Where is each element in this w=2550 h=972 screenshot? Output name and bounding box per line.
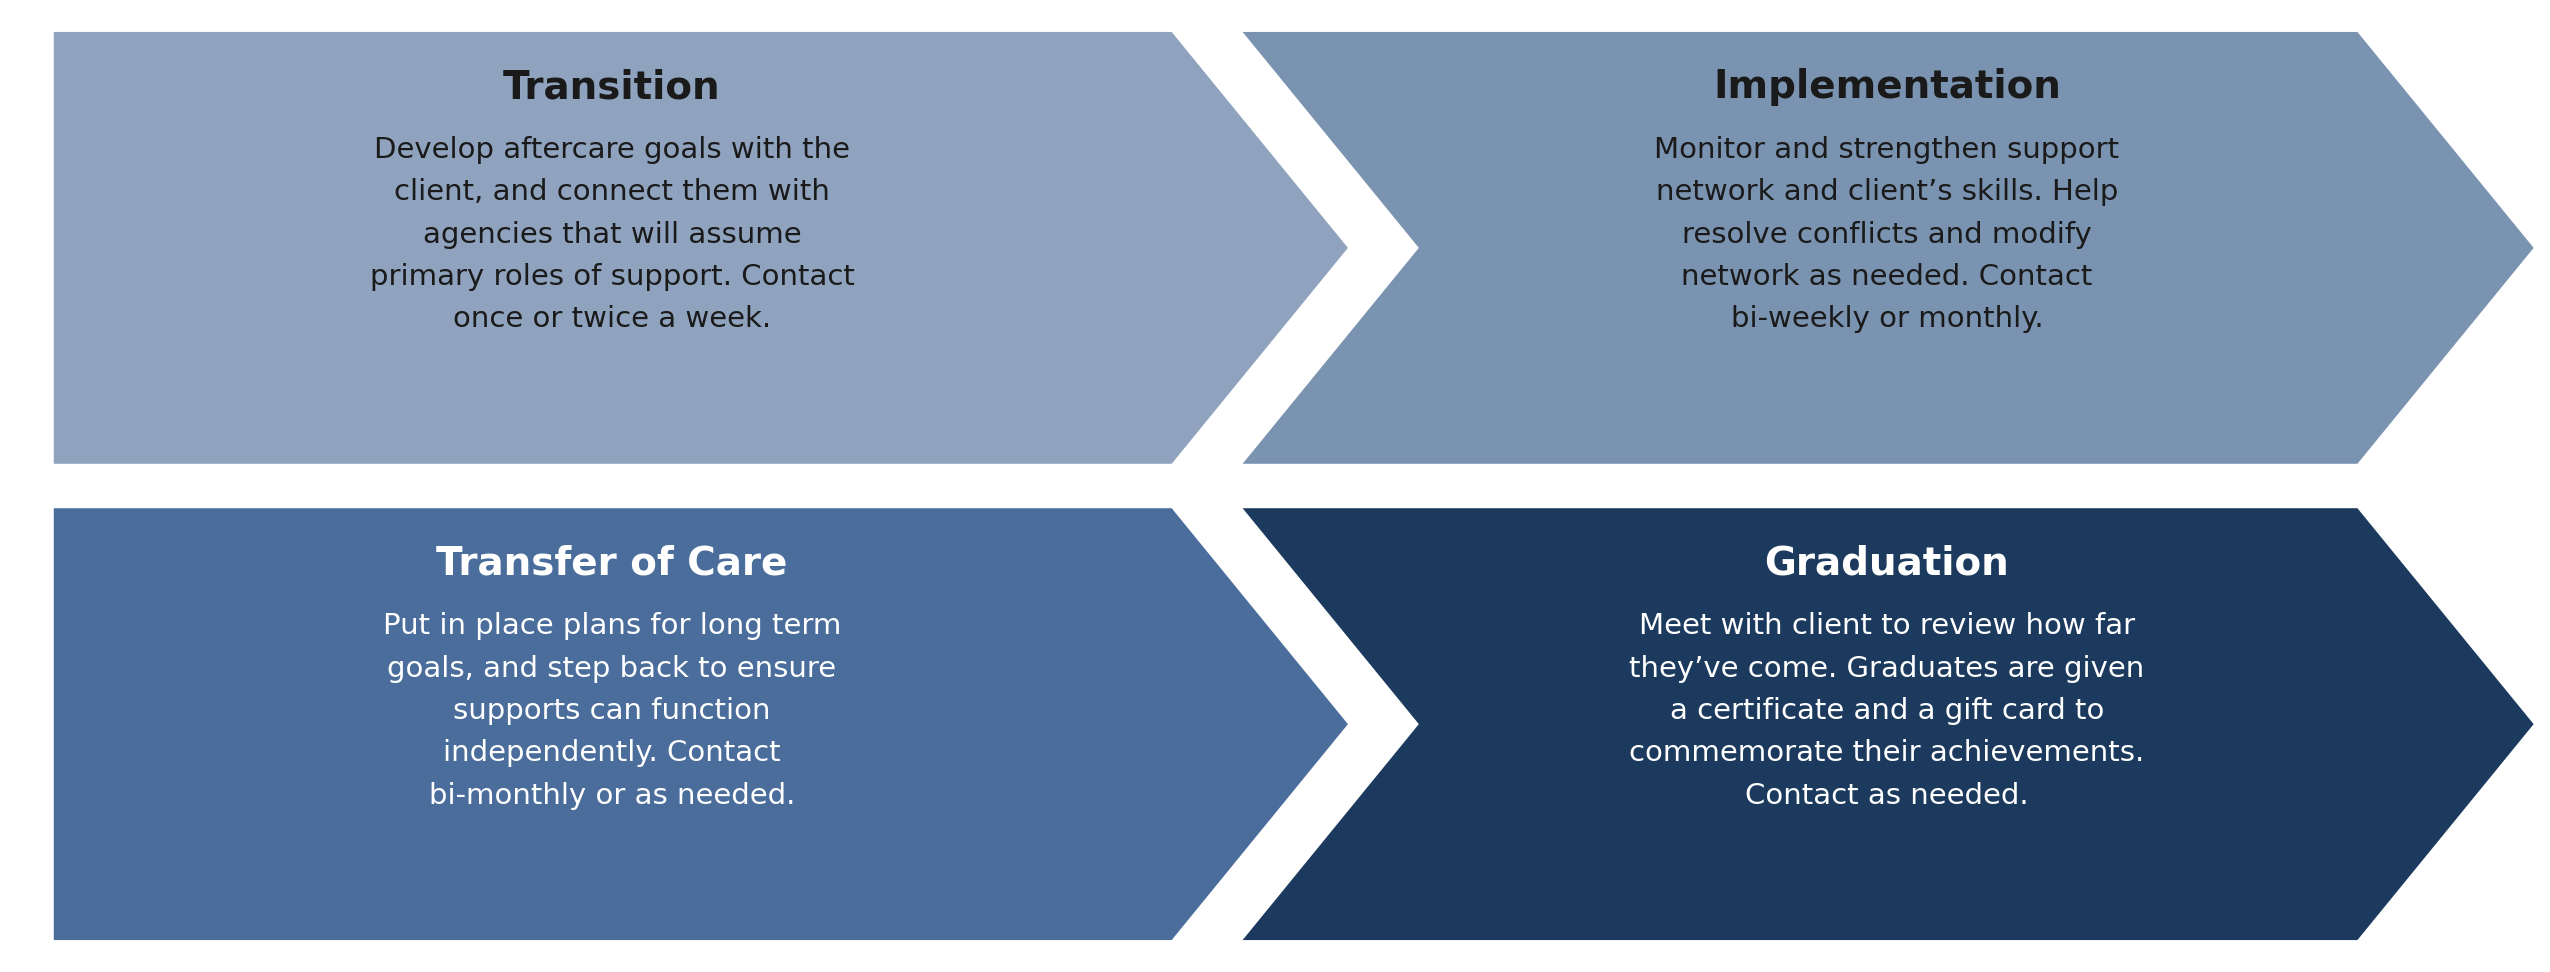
- Text: Develop aftercare goals with the
client, and connect them with
agencies that wil: Develop aftercare goals with the client,…: [370, 136, 854, 333]
- Text: Transition: Transition: [502, 68, 722, 106]
- Text: Put in place plans for long term
goals, and step back to ensure
supports can fun: Put in place plans for long term goals, …: [382, 612, 842, 810]
- Polygon shape: [51, 29, 1352, 467]
- Text: Implementation: Implementation: [1714, 68, 2060, 106]
- Polygon shape: [51, 505, 1352, 943]
- Polygon shape: [1237, 505, 2537, 943]
- Text: Transfer of Care: Transfer of Care: [436, 544, 788, 582]
- Text: Meet with client to review how far
they’ve come. Graduates are given
a certifica: Meet with client to review how far they’…: [1629, 612, 2145, 810]
- Polygon shape: [1237, 29, 2537, 467]
- Text: Monitor and strengthen support
network and client’s skills. Help
resolve conflic: Monitor and strengthen support network a…: [1655, 136, 2119, 333]
- Text: Graduation: Graduation: [1765, 544, 2009, 582]
